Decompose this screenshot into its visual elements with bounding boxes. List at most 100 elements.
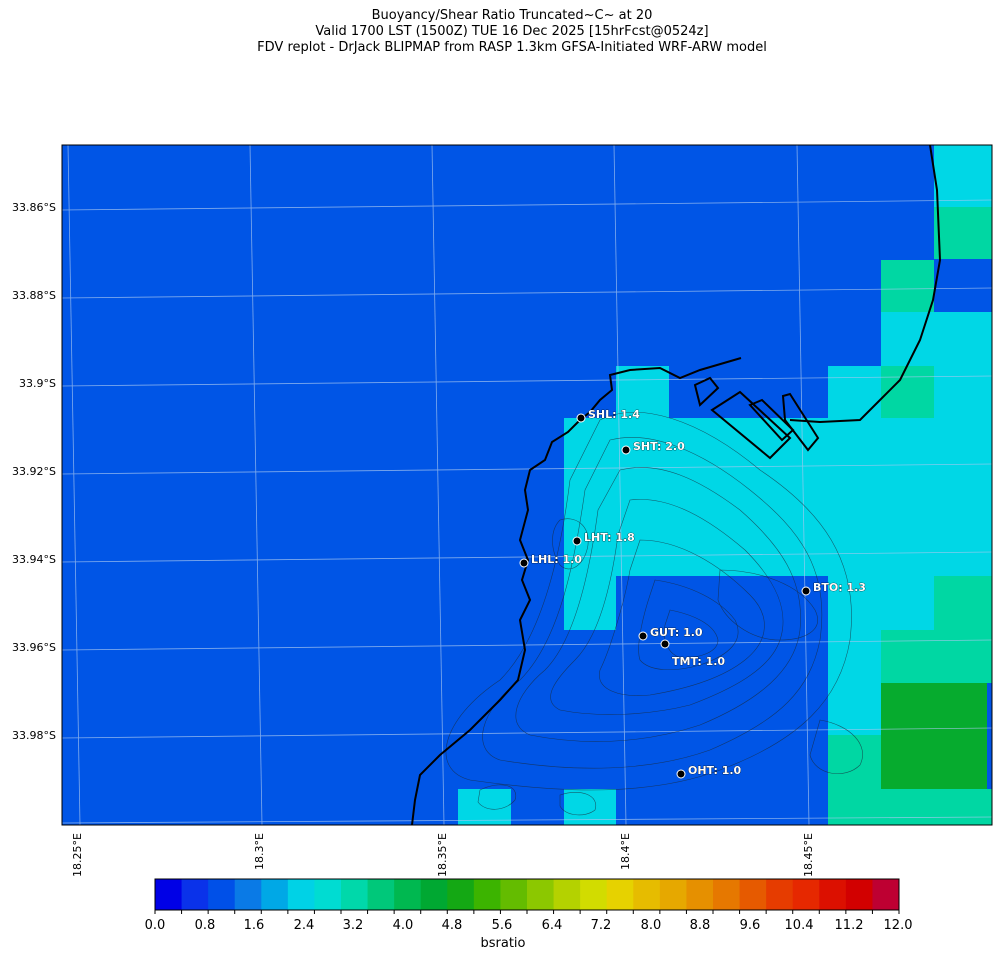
colorbar-segment [580,879,608,910]
colorbar-segment [181,879,209,910]
colorbar-tick: 9.6 [739,918,761,933]
colorbar-tick: 0.8 [194,918,216,933]
field-cell-cyan [828,576,934,630]
field-cell-cyan [564,576,617,630]
station-label-lht: LHT: 1.8 [584,531,635,544]
colorbar-segment [766,879,794,910]
colorbar-tick: 12.0 [883,918,913,933]
colorbar-tick: 3.2 [342,918,364,933]
colorbar-segment [553,879,581,910]
colorbar-segment [739,879,767,910]
field-cell-cyan [564,418,992,576]
field-cell-deep_blue [616,576,828,825]
grid-line-33-88 [61,287,993,299]
colorbar [154,878,900,914]
colorbar-segment [872,879,900,910]
lat-label: 33.88°S [12,289,56,302]
colorbar-segment [686,879,714,910]
terrain-contours [445,412,863,816]
field-cell-teal [881,260,934,312]
station-label-bto: BTO: 1.3 [813,581,866,594]
chart-title-line3: FDV replot - DrJack BLIPMAP from RASP 1.… [257,40,767,55]
colorbar-segment [527,879,555,910]
colorbar-segment [447,879,475,910]
station-label-oht: OHT: 1.0 [688,764,742,777]
field-cell-green [881,683,987,789]
colorbar-tick: 5.6 [491,918,513,933]
field-cell-cyan [934,145,992,207]
lat-lon-grid [61,144,993,826]
colorbar-segment [845,879,873,910]
colorbar-segment [367,879,395,910]
grid-line-18-45 [796,144,810,826]
station-label-sht: SHT: 2.0 [633,440,685,453]
field-cell-teal [934,576,992,630]
grid-line-18-25 [67,144,81,826]
field-cell-teal [934,207,992,259]
stations-layer: SHL: 1.4 SHT: 2.0 LHT: 1.8 LHL: 1.0 BTO:… [519,408,866,779]
colorbar-tick: 4.0 [392,918,414,933]
field-cell-teal [881,366,934,418]
colorbar-segment [420,879,448,910]
field-cell-teal [881,630,992,683]
colorbar-tick: 1.6 [243,918,265,933]
field-cell-cyan [564,789,617,825]
lat-label: 33.92°S [12,465,56,478]
grid-line-bottom [61,816,993,824]
grid-line-33-98 [61,727,993,739]
coastline [411,144,942,826]
colorbar-segment [473,879,501,910]
colorbar-segment [394,879,422,910]
station-marker-gut[interactable] [638,631,648,641]
lat-label: 33.96°S [12,641,56,654]
grid-line-18-40 [613,144,627,826]
colorbar-segment [234,879,262,910]
field-cell-cyan [828,683,881,735]
field-cell-teal [828,735,881,825]
colorbar-tick: 6.4 [541,918,563,933]
lon-label: 18.25°E [71,833,84,877]
field-cell-cyan [458,789,511,825]
field-cell-teal [881,789,992,825]
grid-line-33-92 [61,463,993,475]
colorbar-segment [819,879,847,910]
station-label-tmt: TMT: 1.0 [672,655,725,668]
colorbar-segment [314,879,342,910]
colorbar-tick: 11.2 [834,918,864,933]
station-marker-lhl[interactable] [519,558,529,568]
station-marker-lht[interactable] [572,536,582,546]
colorbar-segment [155,879,183,910]
colorbar-tick: 4.8 [441,918,463,933]
chart-title-line2: Valid 1700 LST (1500Z) TUE 16 Dec 2025 [… [315,24,709,39]
lat-label: 33.86°S [12,201,56,214]
colorbar-segment [261,879,289,910]
grid-line-33-90 [61,375,993,387]
colorbar-segment [606,879,634,910]
colorbar-segment [713,879,741,910]
colorbar-tick: 7.2 [590,918,612,933]
grid-line-33-96 [61,639,993,651]
chart-title-line1: Buoyancy/Shear Ratio Truncated~C~ at 20 [371,8,653,23]
map-frame [61,144,993,826]
lon-label: 18.3°E [253,833,266,870]
field-cell-cyan [616,366,669,418]
colorbar-segment [208,879,236,910]
lat-label: 33.9°S [19,377,56,390]
colorbar-segment [500,879,528,910]
field-cell-cyan [881,312,992,366]
station-marker-bto[interactable] [801,586,811,596]
station-marker-tmt[interactable] [660,639,670,649]
colorbar-segment [792,879,820,910]
station-marker-oht[interactable] [676,769,686,779]
station-marker-shl[interactable] [576,413,586,423]
colorbar-tick: 8.8 [689,918,711,933]
colorbar-segment [287,879,315,910]
station-marker-sht[interactable] [621,445,631,455]
lon-label: 18.45°E [802,833,815,877]
colorbar-tick: 8.0 [640,918,662,933]
lat-label: 33.98°S [12,729,56,742]
colorbar-segment [659,879,687,910]
station-label-shl: SHL: 1.4 [588,408,640,421]
colorbar-segment [633,879,661,910]
grid-line-18-35 [431,144,445,826]
